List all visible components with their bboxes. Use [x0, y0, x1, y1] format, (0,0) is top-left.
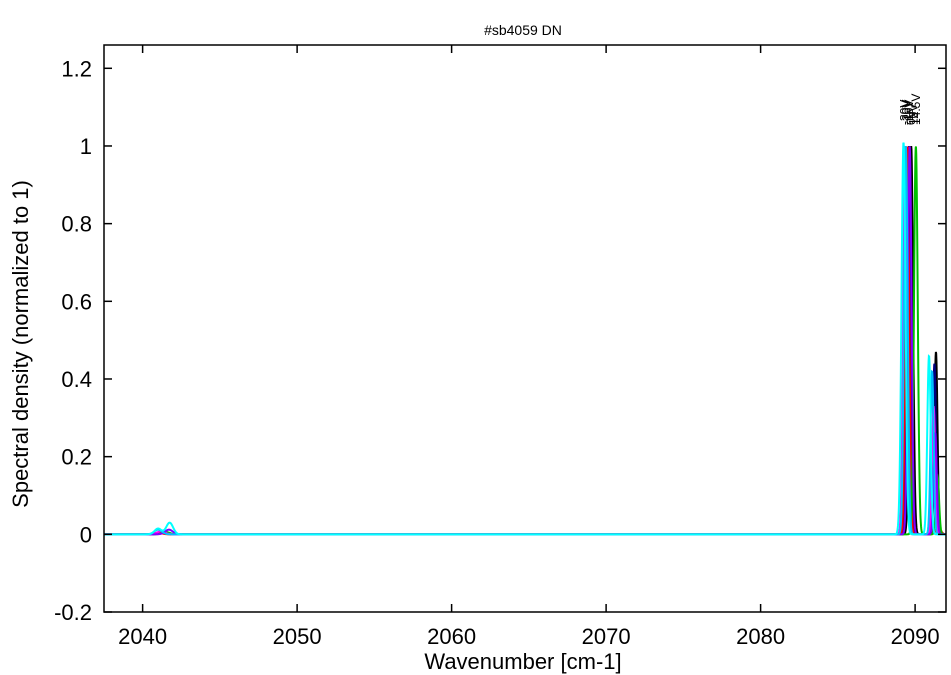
series-line [104, 146, 947, 536]
series-path [104, 146, 946, 536]
plot-frame [103, 44, 947, 613]
series-line [104, 145, 946, 536]
y-tick-label: 1.2 [61, 56, 92, 81]
x-tick-label: 2090 [891, 624, 940, 649]
series-line [104, 145, 946, 536]
series-path [104, 145, 946, 536]
series-path [104, 145, 946, 536]
peak-label: -10V [902, 100, 916, 125]
x-tick-label: 2070 [582, 624, 631, 649]
x-axis-title: Wavenumber [cm-1] [424, 649, 621, 674]
series-path [104, 146, 946, 536]
series-line [104, 145, 946, 536]
series-layer [104, 142, 947, 536]
series-path [104, 146, 947, 536]
chart-title: #sb4059 DN [484, 22, 562, 38]
y-tick-label: 0.2 [61, 445, 92, 470]
series-line [104, 142, 946, 536]
series-line [104, 145, 946, 536]
y-tick-label: 0.6 [61, 289, 92, 314]
series-line [104, 146, 946, 536]
series-line [104, 146, 946, 536]
y-ticks: -0.2 0 0.2 0.4 0.6 0.8 1 1.2 [54, 56, 946, 625]
peak-label: 0V [904, 110, 918, 125]
series-path [104, 145, 946, 536]
series-path [104, 145, 946, 536]
y-axis-title: Spectral density (normalized to 1) [8, 180, 33, 508]
peak-label: 14.5V [909, 94, 923, 125]
peak-label: -20V [900, 100, 914, 125]
x-tick-label: 2040 [118, 624, 167, 649]
peak-label: 10V [907, 104, 921, 125]
x-tick-label: 2060 [427, 624, 476, 649]
x-ticks: 2040 2050 2060 2070 2080 2090 [118, 45, 940, 649]
y-tick-label: 0.8 [61, 212, 92, 237]
series-path [104, 142, 946, 536]
x-tick-label: 2050 [273, 624, 322, 649]
x-tick-label: 2080 [736, 624, 785, 649]
peak-label: -30V [897, 100, 911, 125]
y-tick-label: 0 [80, 522, 92, 547]
y-tick-label: -0.2 [54, 600, 92, 625]
y-tick-label: 0.4 [61, 367, 92, 392]
y-tick-label: 1 [80, 134, 92, 159]
